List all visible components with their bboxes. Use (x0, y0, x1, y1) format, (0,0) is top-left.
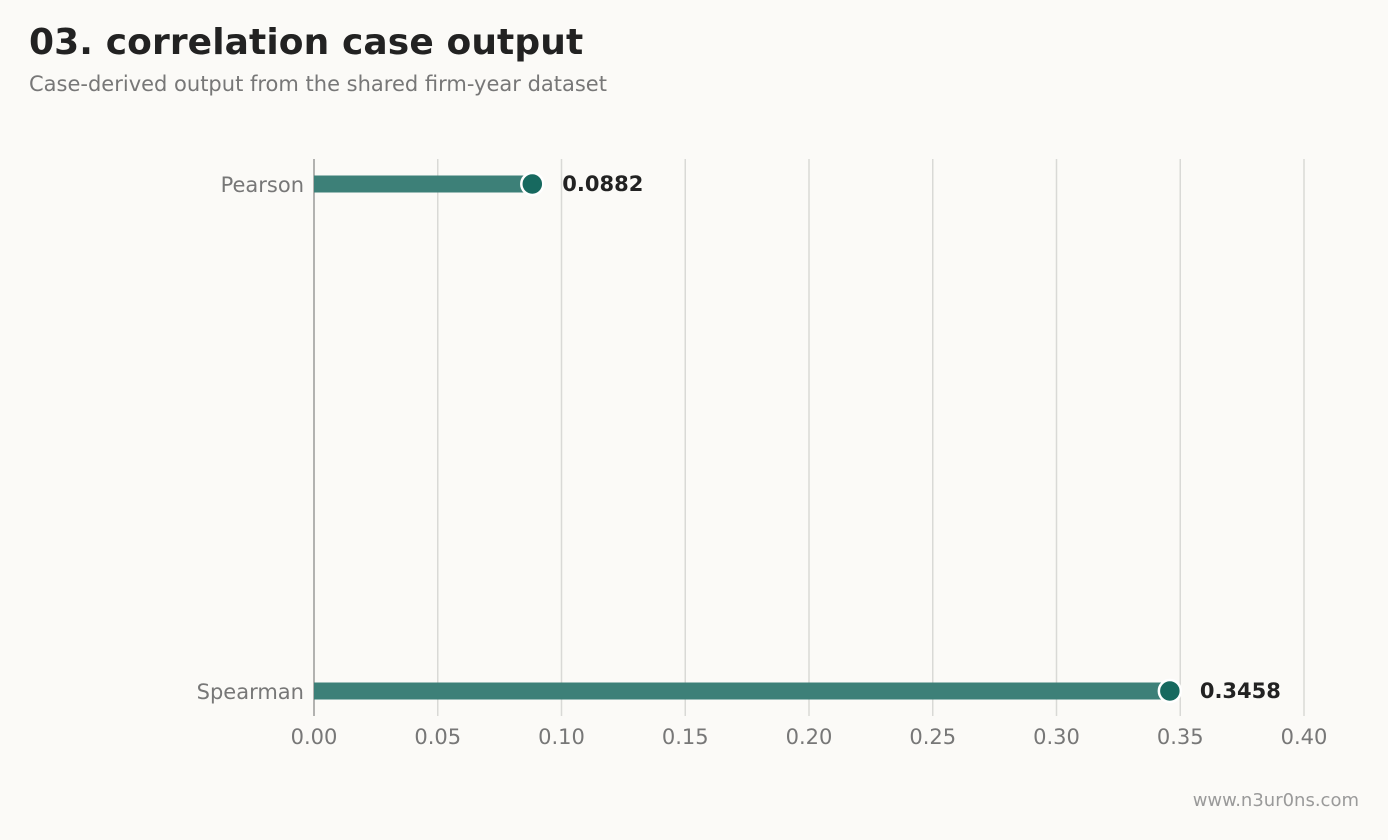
x-tick-label: 0.35 (1157, 725, 1204, 749)
value-label-spearman: 0.3458 (1200, 679, 1281, 703)
x-tick-label: 0.30 (1033, 725, 1080, 749)
x-tick-label: 0.15 (662, 725, 709, 749)
dot-spearman (1157, 678, 1183, 704)
bar-layer (314, 171, 1183, 704)
category-label-spearman: Spearman (197, 680, 304, 704)
category-label-pearson: Pearson (221, 173, 304, 197)
grid-layer (437, 159, 1305, 716)
x-tick-label: 0.20 (786, 725, 833, 749)
watermark: www.n3ur0ns.com (1192, 790, 1359, 811)
value-label-pearson: 0.0882 (562, 172, 643, 196)
chart-title: 03. correlation case output (29, 22, 584, 63)
label-layer: 0.00 0.05 0.10 0.15 0.20 0.25 0.30 0.35 0.40 Pear… (197, 172, 1328, 749)
x-tick-label: 0.05 (414, 725, 461, 749)
bar-pearson (314, 175, 533, 193)
x-tick-label: 0.40 (1281, 725, 1328, 749)
x-tick-label: 0.10 (538, 725, 585, 749)
x-tick-label: 0.25 (909, 725, 956, 749)
x-tick-label: 0.00 (291, 725, 338, 749)
chart-subtitle: Case-derived output from the shared firm… (29, 72, 607, 96)
bar-spearman (314, 682, 1170, 700)
dot-pearson (520, 171, 545, 197)
